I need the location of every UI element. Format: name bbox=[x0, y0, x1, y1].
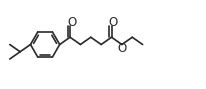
Text: O: O bbox=[117, 42, 126, 55]
Text: O: O bbox=[67, 16, 76, 29]
Text: O: O bbox=[108, 16, 117, 29]
